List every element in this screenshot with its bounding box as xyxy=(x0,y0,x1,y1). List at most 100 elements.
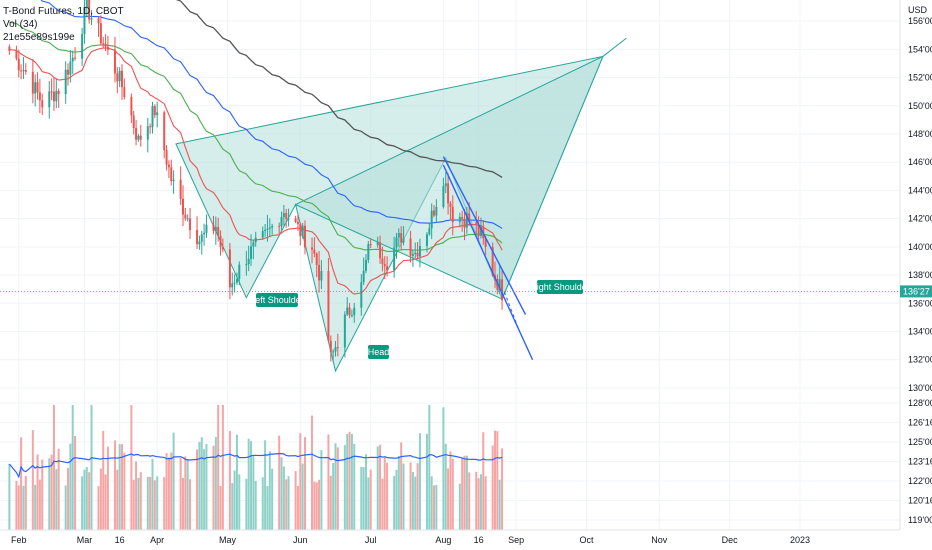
candle-body xyxy=(411,254,414,256)
volume-bar xyxy=(184,456,187,530)
volume-bar xyxy=(484,476,487,530)
price-axis[interactable]: USD 156'00 154'00 152'00 150'00 148'00 146'00… xyxy=(899,0,932,550)
volume-bar xyxy=(428,405,431,530)
candle-body xyxy=(442,186,445,207)
volume-bar xyxy=(217,405,220,530)
time-tick-label: Nov xyxy=(651,535,668,545)
candle-body xyxy=(463,218,466,228)
volume-bar xyxy=(285,479,288,530)
volume-bar xyxy=(296,486,299,530)
candle-body xyxy=(57,90,60,95)
price-tick-label: 136'00 xyxy=(908,298,932,308)
candle-body xyxy=(231,283,234,288)
volume-bar xyxy=(205,443,208,530)
volume-bar xyxy=(221,405,224,530)
candle-body xyxy=(137,135,140,140)
candle-body xyxy=(205,224,208,233)
candle-body xyxy=(184,214,187,219)
candle-body xyxy=(69,61,72,75)
volume-bar xyxy=(52,405,55,530)
candle-body xyxy=(90,18,93,20)
candle-body xyxy=(360,282,363,308)
candle-body xyxy=(15,50,18,59)
candle-body xyxy=(379,242,382,259)
candle-body xyxy=(106,46,109,50)
candle-body xyxy=(282,213,285,218)
volume-bar xyxy=(163,477,166,530)
candle-body xyxy=(458,216,461,223)
volume-bar xyxy=(381,478,384,530)
candle-body xyxy=(102,43,105,45)
volume-bar xyxy=(282,466,285,530)
volume-tick-label: 125'00 xyxy=(908,437,932,447)
volume-bar xyxy=(41,459,44,530)
volume-bar xyxy=(167,457,170,530)
candle-body xyxy=(336,347,339,349)
candle-body xyxy=(116,73,119,82)
volume-bar xyxy=(468,472,471,530)
volume-bar xyxy=(383,457,386,530)
volume-bar xyxy=(55,469,58,530)
volume-bar xyxy=(149,476,152,530)
volume-bar xyxy=(196,449,199,530)
volume-bar xyxy=(69,443,72,530)
volume-bar xyxy=(411,471,414,530)
volume-bar xyxy=(57,448,60,530)
volume-bar xyxy=(494,430,497,530)
candle-body xyxy=(451,206,454,223)
time-tick-label: Sep xyxy=(508,535,524,545)
volume-bar xyxy=(353,443,356,530)
volume-bar xyxy=(367,477,370,530)
candle-body xyxy=(369,244,372,246)
volume-bar xyxy=(299,433,302,530)
candle-body xyxy=(465,213,468,228)
candle-body xyxy=(139,135,142,140)
volume-bar xyxy=(311,415,314,530)
candle-body xyxy=(71,57,74,62)
volume-bar xyxy=(153,480,156,530)
candle-body xyxy=(233,282,236,284)
volume-bar xyxy=(113,440,116,530)
volume-bar xyxy=(395,469,398,530)
volume-bar xyxy=(252,456,255,530)
volume-tick-label: 123'16 xyxy=(908,457,932,467)
candle-body xyxy=(238,264,241,279)
price-tick-label: 134'00 xyxy=(908,327,932,337)
volume-bar xyxy=(20,437,23,530)
descending-channel xyxy=(442,156,534,361)
price-tick-label: 144'00 xyxy=(908,185,932,195)
candle-body xyxy=(299,223,302,237)
candle-body xyxy=(235,278,238,283)
volume-bar xyxy=(278,435,281,530)
volume-bar xyxy=(280,457,283,530)
time-axis[interactable]: Feb Mar 16 Apr May Jun Jul Aug 16 Sep Oct Nov Dec 202… xyxy=(0,529,900,545)
volume-bar xyxy=(334,443,337,530)
candle-body xyxy=(170,167,173,182)
candle-body xyxy=(428,228,431,235)
candle-body xyxy=(400,233,403,243)
volume-bar xyxy=(433,485,436,530)
volume-bar xyxy=(430,476,433,530)
volume-bar xyxy=(67,467,70,530)
candle-body xyxy=(250,246,253,259)
volume-bar xyxy=(491,445,494,530)
candle-body xyxy=(247,258,250,265)
candle-body xyxy=(498,279,501,290)
candle-body xyxy=(214,226,217,232)
candle-body xyxy=(449,203,452,207)
volume-bar xyxy=(313,481,316,530)
candle-body xyxy=(393,247,396,271)
volume-bar xyxy=(498,479,501,530)
symbol-title: T-Bond Futures, 1D, CBOT xyxy=(3,6,124,17)
volume-bar xyxy=(301,463,304,530)
candle-body xyxy=(433,210,436,216)
volume-bar xyxy=(50,454,53,530)
candle-body xyxy=(165,150,168,165)
candle-body xyxy=(397,233,400,238)
candle-body xyxy=(196,230,199,245)
volume-bar xyxy=(303,437,306,530)
candle-body xyxy=(88,0,91,20)
volume-bar xyxy=(343,445,346,530)
volume-bar xyxy=(360,466,363,530)
